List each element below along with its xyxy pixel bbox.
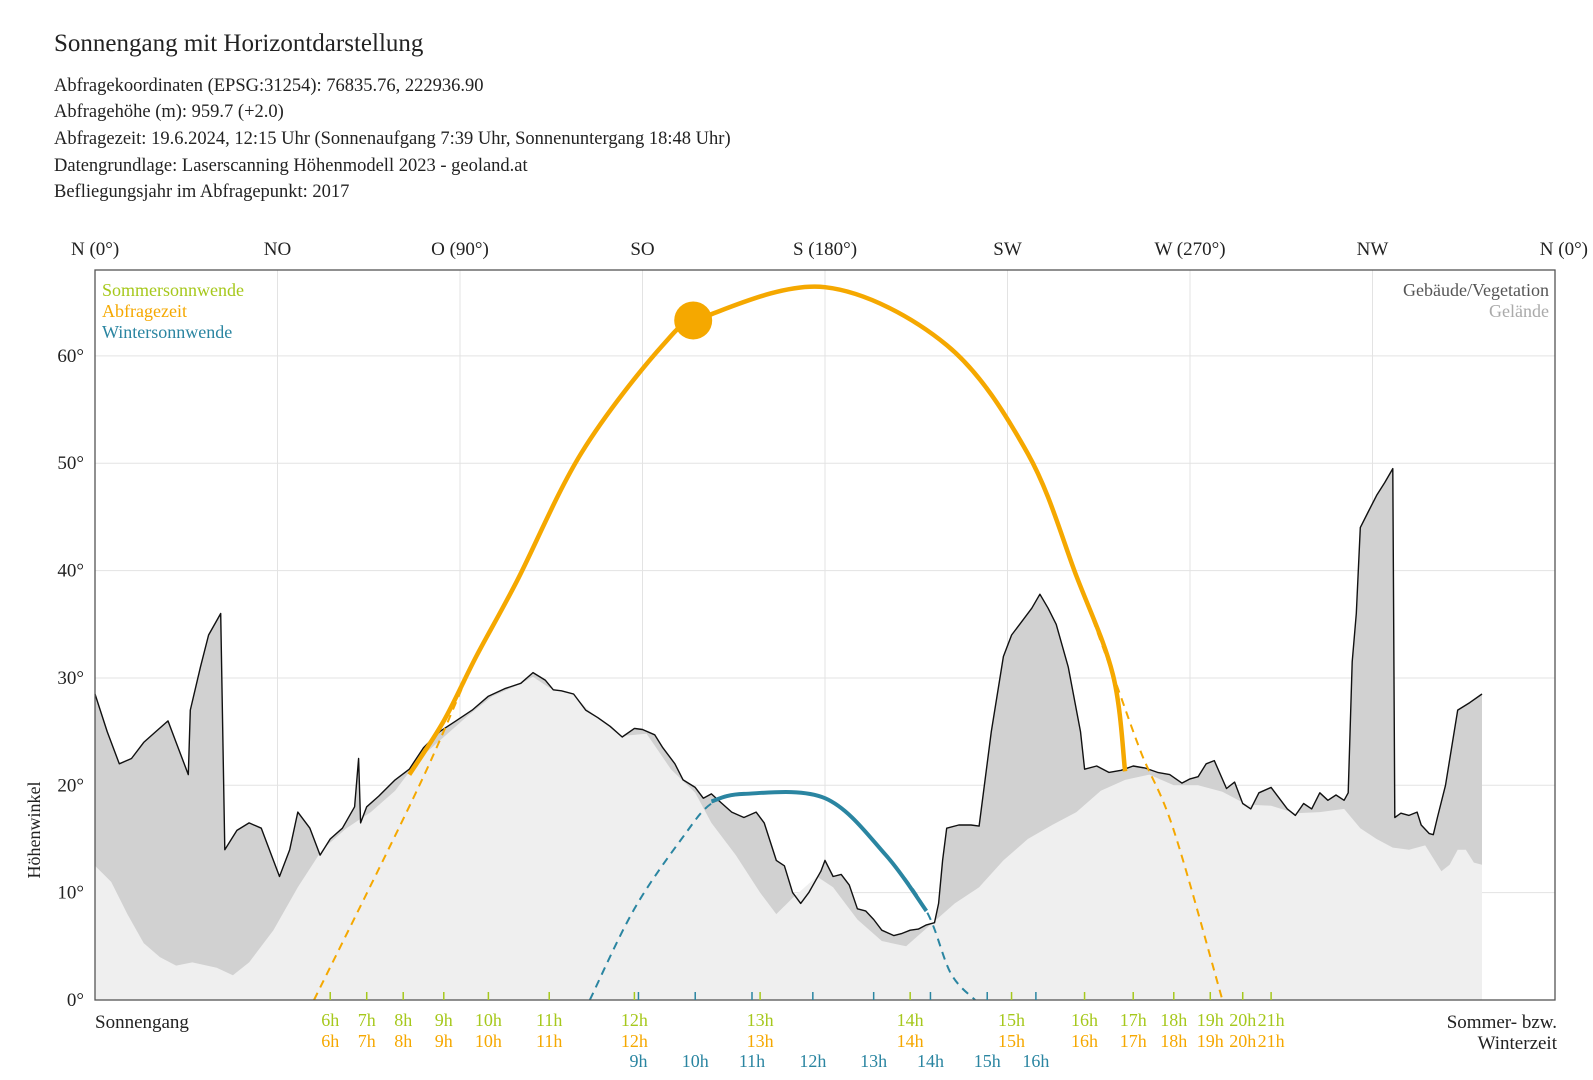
compass-label: N (0°) — [71, 239, 119, 260]
summer-hour-label: 18h — [1160, 1010, 1187, 1030]
query-hour-label: 16h — [1071, 1031, 1098, 1051]
query-hour-label: 15h — [998, 1031, 1025, 1051]
summer-hour-label: 6h — [321, 1010, 339, 1030]
y-tick-label: 0° — [67, 990, 84, 1011]
query-hour-label: 8h — [394, 1031, 412, 1051]
query-hour-label: 6h — [321, 1031, 339, 1051]
legend-entry-right: Gebäude/Vegetation — [1403, 280, 1549, 300]
info-survey-year: Befliegungsjahr im Abfragepunkt: 2017 — [54, 182, 350, 202]
compass-label: NW — [1357, 239, 1389, 260]
winter-hour-label: 12h — [799, 1051, 826, 1071]
winter-path-visible — [710, 790, 929, 913]
query-hour-label: 19h — [1197, 1031, 1224, 1051]
x-axis-label-left: Sonnengang — [95, 1012, 189, 1033]
horizon-outline — [94, 467, 1483, 937]
query-hour-label: 14h — [897, 1031, 924, 1051]
summer-hour-label: 15h — [998, 1010, 1025, 1030]
summer-path-visible — [407, 284, 1128, 776]
query-hour-label: 20h — [1229, 1031, 1256, 1051]
compass-label: O (90°) — [431, 239, 489, 260]
info-coordinates: Abfragekoordinaten (EPSG:31254): 76835.7… — [54, 76, 484, 96]
winter-hour-label: 15h — [974, 1051, 1001, 1071]
summer-hour-label: 12h — [621, 1010, 648, 1030]
terrain-area — [95, 676, 1482, 1000]
x-axis-label-right: Sommer- bzw. — [1447, 1012, 1557, 1033]
summer-hour-label: 11h — [536, 1010, 562, 1030]
winter-hour-label: 10h — [682, 1051, 709, 1071]
compass-label: SW — [993, 239, 1022, 260]
info-query-time: Abfragezeit: 19.6.2024, 12:15 Uhr (Sonne… — [54, 129, 731, 149]
summer-hour-label: 8h — [394, 1010, 412, 1030]
compass-label: W (270°) — [1154, 239, 1225, 260]
legend-entry-left: Wintersonnwende — [102, 322, 232, 342]
chart-title: Sonnengang mit Horizontdarstellung — [54, 30, 424, 57]
y-axis-label: Höhenwinkel — [24, 782, 44, 879]
compass-label: S (180°) — [793, 239, 857, 260]
summer-hour-label: 16h — [1071, 1010, 1098, 1030]
info-height: Abfragehöhe (m): 959.7 (+2.0) — [54, 102, 284, 122]
query-hour-label: 13h — [747, 1031, 774, 1051]
info-data-source: Datengrundlage: Laserscanning Höhenmodel… — [54, 156, 528, 176]
summer-hour-label: 7h — [358, 1010, 376, 1030]
winter-hour-label: 13h — [860, 1051, 887, 1071]
summer-hour-label: 10h — [475, 1010, 502, 1030]
summer-hour-label: 21h — [1258, 1010, 1285, 1030]
query-hour-label: 9h — [435, 1031, 453, 1051]
query-hour-label: 21h — [1258, 1031, 1285, 1051]
summer-hour-label: 9h — [435, 1010, 453, 1030]
summer-hour-label: 14h — [897, 1010, 924, 1030]
plot-frame — [94, 269, 1556, 1001]
legend-entry-right: Gelände — [1489, 301, 1549, 321]
compass-label: N (0°) — [1540, 239, 1588, 260]
query-hour-label: 12h — [621, 1031, 648, 1051]
legend-entry-left: Abfragezeit — [102, 301, 187, 321]
query-hour-label: 11h — [536, 1031, 562, 1051]
compass-label: NO — [264, 239, 291, 260]
query-hour-label: 10h — [475, 1031, 502, 1051]
y-tick-label: 40° — [57, 561, 84, 582]
legend-entry-left: Sommersonnwende — [102, 280, 244, 300]
query-hour-label: 17h — [1120, 1031, 1147, 1051]
y-tick-label: 30° — [57, 668, 84, 689]
y-tick-label: 50° — [57, 453, 84, 474]
x-axis-label-right: Winterzeit — [1478, 1033, 1558, 1054]
query-hour-label: 7h — [358, 1031, 376, 1051]
summer-hour-label: 20h — [1229, 1010, 1256, 1030]
query-hour-label: 18h — [1160, 1031, 1187, 1051]
compass-label: SO — [630, 239, 654, 260]
y-tick-label: 10° — [57, 883, 84, 904]
winter-hour-label: 16h — [1022, 1051, 1049, 1071]
sun-marker — [674, 301, 713, 340]
winter-hour-label: 9h — [629, 1051, 647, 1071]
winter-hour-label: 14h — [917, 1051, 944, 1071]
winter-hour-label: 11h — [739, 1051, 765, 1071]
y-tick-label: 60° — [57, 346, 84, 367]
summer-hour-label: 17h — [1120, 1010, 1147, 1030]
y-tick-label: 20° — [57, 775, 84, 796]
summer-hour-label: 13h — [747, 1010, 774, 1030]
summer-hour-label: 19h — [1197, 1010, 1224, 1030]
